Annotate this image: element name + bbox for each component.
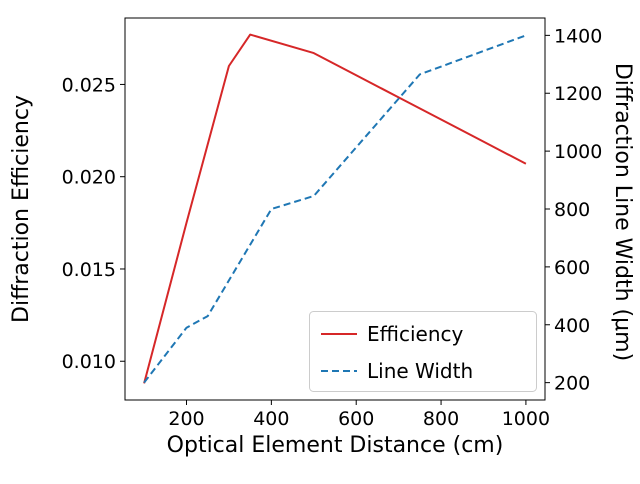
- y-axis-label-right: Diffraction Line Width (μm): [610, 63, 635, 361]
- y-tick-label-left: 0.015: [62, 259, 116, 281]
- y-tick-label-left: 0.020: [62, 167, 116, 189]
- y-tick-label-right: 1200: [554, 83, 602, 105]
- x-axis-label: Optical Element Distance (cm): [167, 433, 504, 458]
- y-tick-label-right: 400: [554, 315, 590, 337]
- legend-label-efficiency: Efficiency: [367, 322, 464, 346]
- y-tick-label-right: 1400: [554, 25, 602, 47]
- y-tick-label-right: 1000: [554, 141, 602, 163]
- y-tick-label-right: 200: [554, 373, 590, 395]
- x-tick-label: 200: [168, 408, 204, 430]
- y-tick-label-right: 600: [554, 257, 590, 279]
- legend-box: [309, 311, 537, 392]
- x-tick-label: 800: [423, 408, 459, 430]
- y-tick-label-right: 800: [554, 199, 590, 221]
- legend: Efficiency Line Width: [309, 311, 537, 392]
- y-axis-label-left: Diffraction Efficiency: [9, 95, 34, 323]
- efficiency-line: [143, 33, 527, 384]
- series-layer: [143, 33, 527, 384]
- x-tick-label: 1000: [502, 408, 550, 430]
- line-width-line: [143, 34, 527, 384]
- x-tick-label: 400: [253, 408, 289, 430]
- x-tick-label: 600: [338, 408, 374, 430]
- legend-label-linewidth: Line Width: [367, 359, 473, 383]
- y-tick-label-left: 0.025: [62, 74, 116, 96]
- axes-layer: 200 400 600 800 1000 0.010 0.015 0.020 0.025 200 4…: [62, 17, 602, 430]
- y-tick-label-left: 0.010: [62, 351, 116, 373]
